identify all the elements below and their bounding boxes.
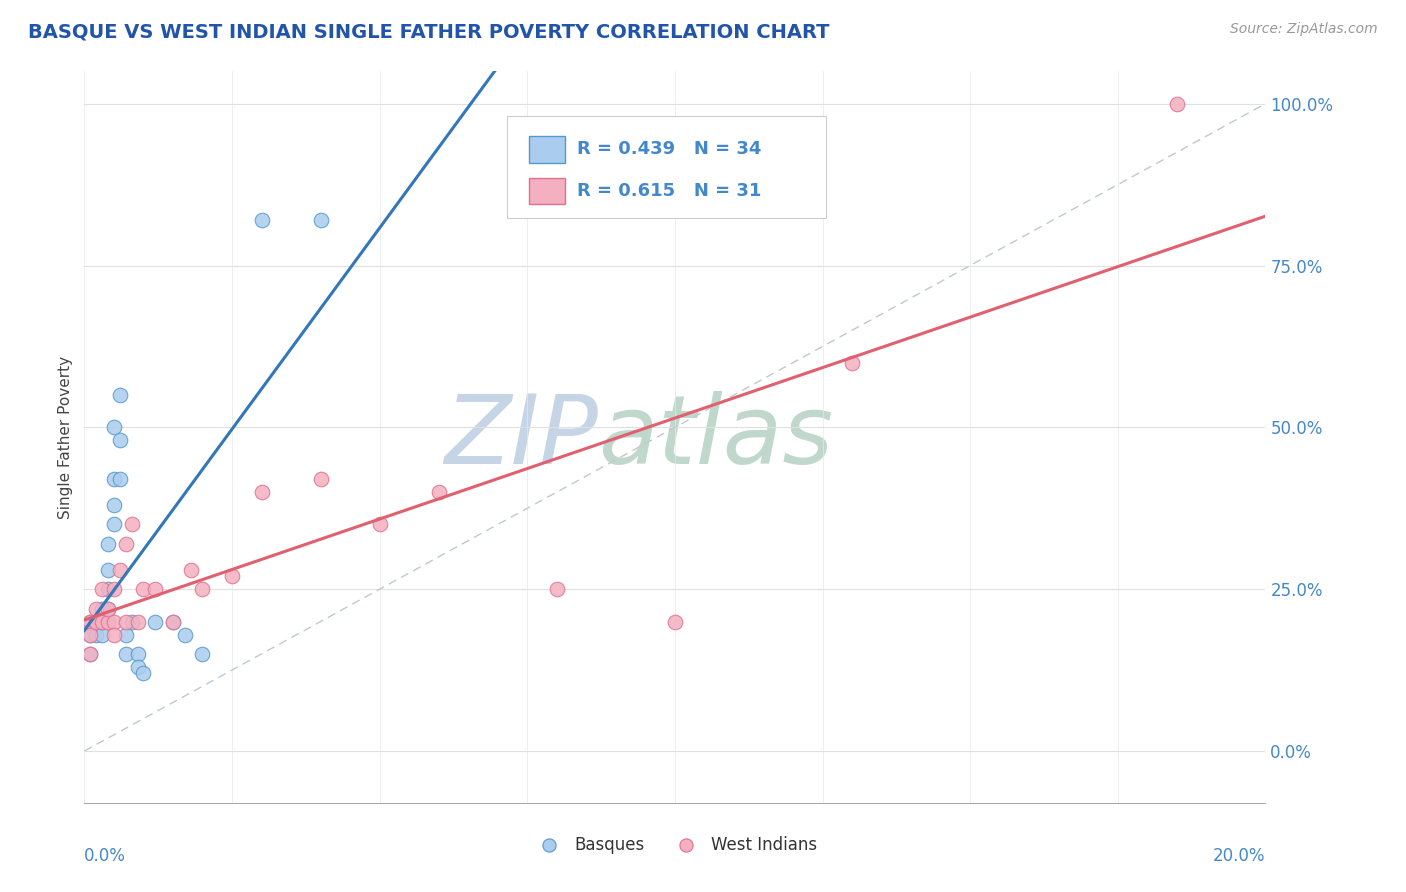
Point [79, 615, 101, 629]
Point [103, 615, 125, 629]
Point [97, 582, 120, 597]
Point [97, 601, 120, 615]
Point [84, 627, 107, 641]
Point [97, 615, 120, 629]
Point [143, 582, 166, 597]
Y-axis label: Single Father Poverty: Single Father Poverty [58, 356, 73, 518]
Point [221, 569, 243, 583]
Point [84, 601, 107, 615]
Point [84, 615, 107, 629]
Legend: Basques, West Indians: Basques, West Indians [526, 829, 824, 860]
Text: 20.0%: 20.0% [1213, 847, 1265, 864]
Point [132, 582, 155, 597]
Text: R = 0.439   N = 34: R = 0.439 N = 34 [576, 140, 761, 158]
Point [114, 627, 136, 641]
Point [103, 472, 125, 486]
Point [84, 615, 107, 629]
Text: 0.0%: 0.0% [84, 847, 127, 864]
Point [103, 420, 125, 434]
Point [97, 537, 120, 551]
Point [132, 666, 155, 681]
Point [91, 615, 114, 629]
Point [79, 647, 101, 661]
Point [841, 356, 863, 370]
Point [97, 563, 120, 577]
Point [103, 517, 125, 532]
Point [97, 601, 120, 615]
Text: atlas: atlas [598, 391, 834, 483]
Point [103, 498, 125, 512]
Text: Source: ZipAtlas.com: Source: ZipAtlas.com [1230, 22, 1378, 37]
Point [91, 615, 114, 629]
Point [84, 615, 107, 629]
Point [79, 647, 101, 661]
Point [309, 472, 332, 486]
Point [91, 627, 114, 641]
Point [191, 647, 214, 661]
Text: R = 0.615   N = 31: R = 0.615 N = 31 [576, 182, 761, 200]
Point [114, 647, 136, 661]
Point [103, 582, 125, 597]
Point [191, 582, 214, 597]
Point [114, 615, 136, 629]
Point [546, 582, 568, 597]
Point [108, 388, 131, 402]
Point [79, 615, 101, 629]
Point [91, 615, 114, 629]
Point [368, 517, 391, 532]
Point [162, 615, 184, 629]
Point [250, 485, 273, 500]
Point [1166, 96, 1188, 111]
Point [162, 615, 184, 629]
Point [127, 615, 149, 629]
Point [108, 563, 131, 577]
Point [114, 537, 136, 551]
Point [79, 627, 101, 641]
Point [108, 434, 131, 448]
Point [180, 563, 202, 577]
Point [103, 627, 125, 641]
Point [143, 615, 166, 629]
Point [427, 485, 450, 500]
Point [108, 472, 131, 486]
Point [79, 627, 101, 641]
Point [121, 517, 143, 532]
Point [121, 615, 143, 629]
Point [127, 647, 149, 661]
Point [173, 627, 195, 641]
Text: BASQUE VS WEST INDIAN SINGLE FATHER POVERTY CORRELATION CHART: BASQUE VS WEST INDIAN SINGLE FATHER POVE… [28, 22, 830, 41]
Text: ZIP: ZIP [444, 391, 598, 483]
Point [664, 615, 686, 629]
Point [91, 601, 114, 615]
Point [91, 582, 114, 597]
Point [309, 213, 332, 227]
Point [84, 615, 107, 629]
Point [127, 660, 149, 674]
Point [250, 213, 273, 227]
